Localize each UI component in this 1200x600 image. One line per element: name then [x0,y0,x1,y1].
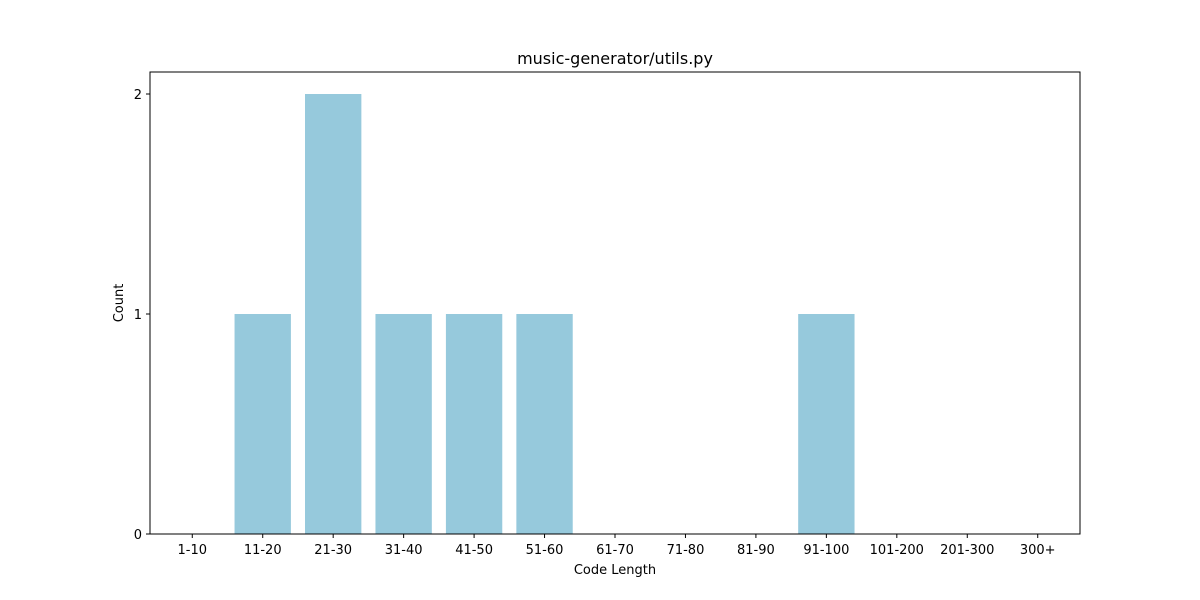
bar-91-100 [798,314,855,534]
bar-21-30 [305,94,362,534]
x-tick-label: 51-60 [526,543,564,558]
x-tick-label: 61-70 [596,543,634,558]
x-axis-label: Code Length [574,563,656,578]
bar-51-60 [516,314,573,534]
x-tick-label: 21-30 [314,543,352,558]
bar-31-40 [375,314,432,534]
x-tick-label: 101-200 [870,543,924,558]
bar-41-50 [445,314,503,534]
y-tick-label: 1 [134,308,142,323]
x-tick-label: 41-50 [455,543,493,558]
y-tick-label: 2 [134,88,142,103]
x-tick-label: 300+ [1020,543,1056,558]
bars-group [234,94,855,534]
x-tick-label: 201-300 [940,543,994,558]
y-axis-ticks: 0 1 2 [134,88,150,543]
x-tick-label: 71-80 [667,543,705,558]
y-tick-label: 0 [134,528,142,543]
x-tick-label: 31-40 [385,543,423,558]
y-axis-label: Count [112,284,127,323]
x-tick-label: 11-20 [244,543,282,558]
bar-11-20 [234,314,291,534]
x-axis-ticks: 1-10 11-20 21-30 31-40 41-50 51-60 61-70 71-80 8… [178,534,1056,558]
chart-title: music-generator/utils.py [517,49,713,68]
x-tick-label: 1-10 [178,543,208,558]
x-tick-label: 91-100 [803,543,849,558]
x-tick-label: 81-90 [737,543,775,558]
